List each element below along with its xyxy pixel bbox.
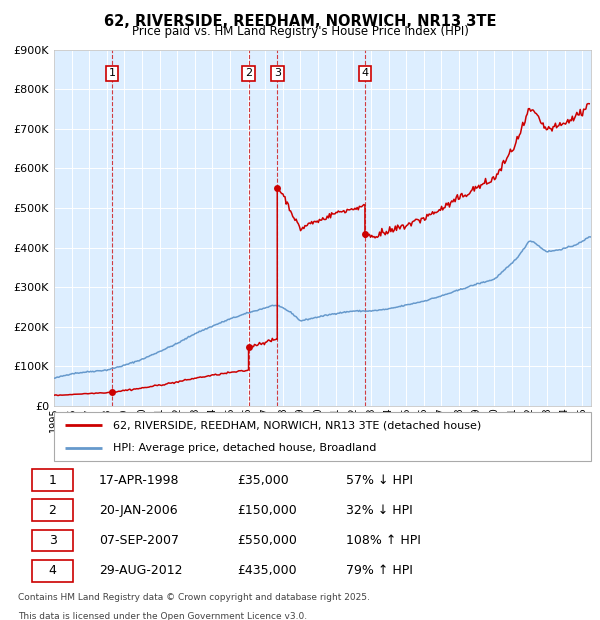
Text: 4: 4: [361, 68, 368, 78]
Text: This data is licensed under the Open Government Licence v3.0.: This data is licensed under the Open Gov…: [18, 612, 307, 620]
Text: 2: 2: [49, 504, 56, 517]
Text: HPI: Average price, detached house, Broadland: HPI: Average price, detached house, Broa…: [113, 443, 376, 453]
Text: 20-JAN-2006: 20-JAN-2006: [98, 504, 177, 517]
Text: £35,000: £35,000: [237, 474, 289, 487]
Text: £150,000: £150,000: [237, 504, 296, 517]
Text: 62, RIVERSIDE, REEDHAM, NORWICH, NR13 3TE (detached house): 62, RIVERSIDE, REEDHAM, NORWICH, NR13 3T…: [113, 420, 481, 430]
Text: 07-SEP-2007: 07-SEP-2007: [98, 534, 179, 547]
FancyBboxPatch shape: [32, 469, 73, 491]
Text: 3: 3: [49, 534, 56, 547]
Text: Contains HM Land Registry data © Crown copyright and database right 2025.: Contains HM Land Registry data © Crown c…: [18, 593, 370, 601]
Text: £550,000: £550,000: [237, 534, 297, 547]
FancyBboxPatch shape: [32, 500, 73, 521]
FancyBboxPatch shape: [32, 529, 73, 551]
Text: £435,000: £435,000: [237, 564, 296, 577]
Text: 1: 1: [109, 68, 115, 78]
FancyBboxPatch shape: [54, 412, 591, 461]
Text: 2: 2: [245, 68, 252, 78]
Text: 1: 1: [49, 474, 56, 487]
Text: 79% ↑ HPI: 79% ↑ HPI: [346, 564, 413, 577]
Text: 32% ↓ HPI: 32% ↓ HPI: [346, 504, 413, 517]
Text: 17-APR-1998: 17-APR-1998: [98, 474, 179, 487]
Text: 29-AUG-2012: 29-AUG-2012: [98, 564, 182, 577]
Text: 3: 3: [274, 68, 281, 78]
Text: 4: 4: [49, 564, 56, 577]
Text: 62, RIVERSIDE, REEDHAM, NORWICH, NR13 3TE: 62, RIVERSIDE, REEDHAM, NORWICH, NR13 3T…: [104, 14, 496, 29]
Text: 108% ↑ HPI: 108% ↑ HPI: [346, 534, 421, 547]
FancyBboxPatch shape: [32, 560, 73, 582]
Text: Price paid vs. HM Land Registry's House Price Index (HPI): Price paid vs. HM Land Registry's House …: [131, 25, 469, 38]
Text: 57% ↓ HPI: 57% ↓ HPI: [346, 474, 413, 487]
